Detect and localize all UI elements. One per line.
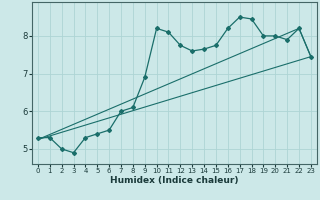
X-axis label: Humidex (Indice chaleur): Humidex (Indice chaleur) — [110, 176, 239, 185]
